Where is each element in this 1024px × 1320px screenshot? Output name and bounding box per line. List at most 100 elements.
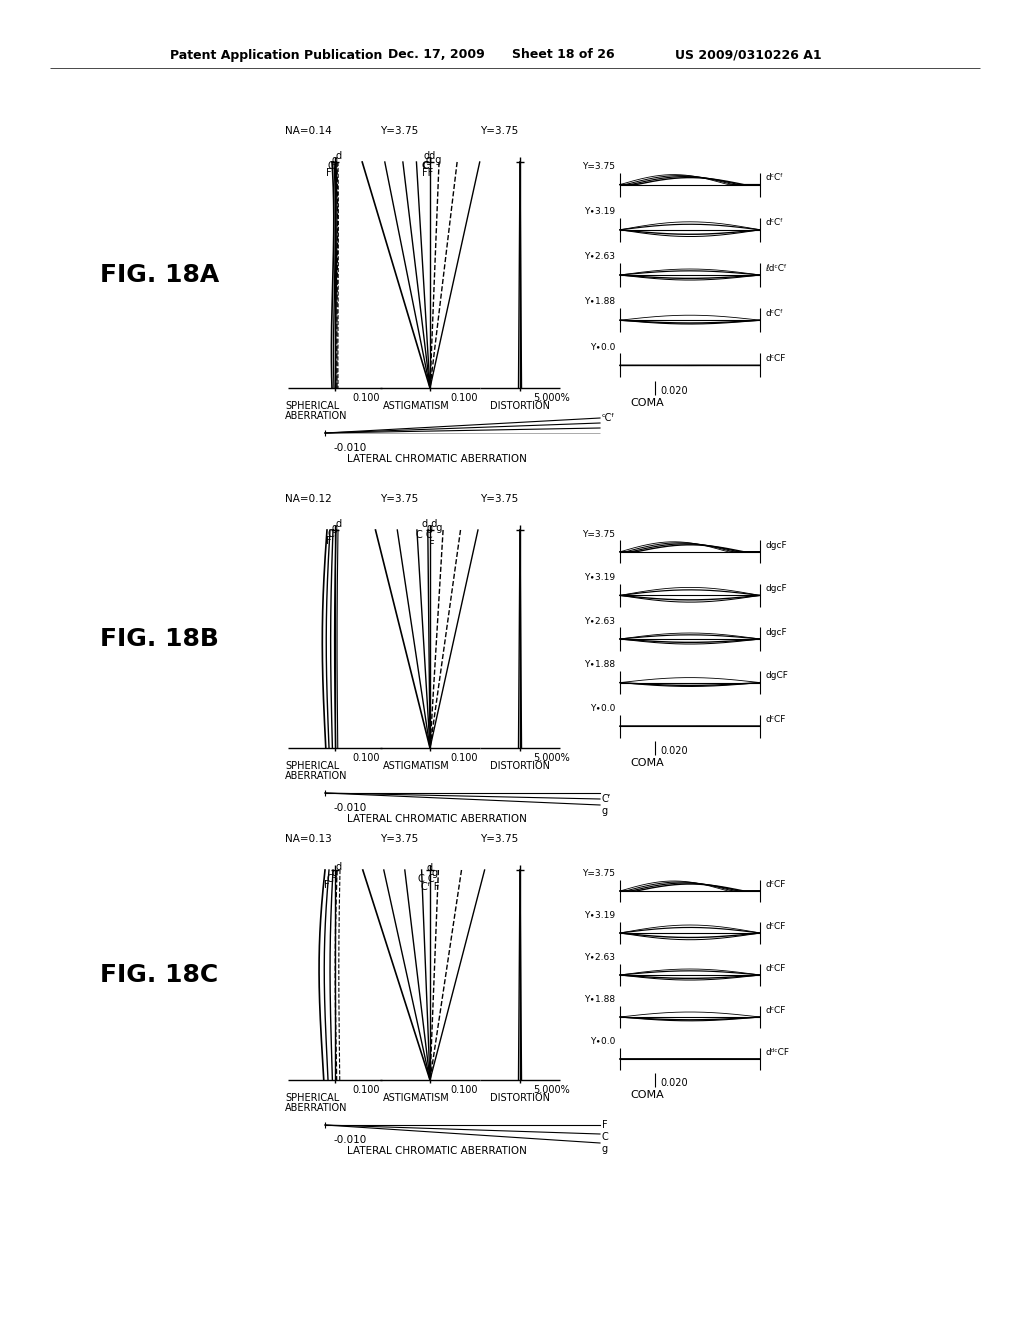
Text: g: g bbox=[332, 869, 338, 878]
Text: DISTORTION: DISTORTION bbox=[490, 401, 550, 411]
Text: dᵈᶜCF: dᵈᶜCF bbox=[765, 1048, 790, 1057]
Text: Y∙1.88: Y∙1.88 bbox=[584, 297, 615, 306]
Text: ABERRATION: ABERRATION bbox=[285, 771, 347, 781]
Text: SPHERICAL: SPHERICAL bbox=[285, 762, 339, 771]
Text: dgcF: dgcF bbox=[765, 541, 786, 549]
Text: F: F bbox=[429, 540, 435, 550]
Text: C: C bbox=[328, 161, 335, 172]
Text: FIG. 18A: FIG. 18A bbox=[100, 263, 219, 286]
Text: dᶜCF: dᶜCF bbox=[765, 923, 785, 931]
Text: Sheet 18 of 26: Sheet 18 of 26 bbox=[512, 49, 614, 62]
Text: g: g bbox=[332, 154, 338, 165]
Text: dᶜCF: dᶜCF bbox=[765, 964, 785, 973]
Text: g: g bbox=[432, 869, 438, 878]
Text: Y∙0.0: Y∙0.0 bbox=[590, 704, 615, 713]
Text: Y∙3.19: Y∙3.19 bbox=[584, 911, 615, 920]
Text: ABERRATION: ABERRATION bbox=[285, 1104, 347, 1113]
Text: 0.100: 0.100 bbox=[451, 393, 478, 403]
Text: COMA: COMA bbox=[630, 758, 664, 768]
Text: Y∙1.88: Y∙1.88 bbox=[584, 995, 615, 1005]
Text: 5.000%: 5.000% bbox=[534, 752, 570, 763]
Text: ASTIGMATISM: ASTIGMATISM bbox=[383, 401, 450, 411]
Text: d: d bbox=[427, 863, 433, 873]
Text: d: d bbox=[336, 519, 342, 529]
Text: g: g bbox=[602, 807, 608, 816]
Text: dᶜCᶠ: dᶜCᶠ bbox=[765, 309, 783, 318]
Text: NA=0.14: NA=0.14 bbox=[285, 125, 332, 136]
Text: COMA: COMA bbox=[630, 1090, 664, 1101]
Text: d: d bbox=[336, 862, 342, 873]
Text: C: C bbox=[421, 161, 429, 172]
Text: Y=3.75: Y=3.75 bbox=[380, 834, 418, 843]
Text: d: d bbox=[336, 150, 342, 161]
Text: Dec. 17, 2009: Dec. 17, 2009 bbox=[388, 49, 484, 62]
Text: Patent Application Publication: Patent Application Publication bbox=[170, 49, 382, 62]
Text: FIG. 18C: FIG. 18C bbox=[100, 964, 218, 987]
Text: dgCF: dgCF bbox=[765, 672, 787, 681]
Text: Y=3.75: Y=3.75 bbox=[480, 125, 518, 136]
Text: 0.100: 0.100 bbox=[451, 752, 478, 763]
Text: SPHERICAL: SPHERICAL bbox=[285, 1093, 339, 1104]
Text: dgcF: dgcF bbox=[765, 628, 786, 636]
Text: F: F bbox=[327, 168, 332, 178]
Text: DISTORTION: DISTORTION bbox=[490, 762, 550, 771]
Text: Y∙0.0: Y∙0.0 bbox=[590, 1038, 615, 1047]
Text: Y=3.75: Y=3.75 bbox=[582, 162, 615, 170]
Text: 0.100: 0.100 bbox=[352, 393, 380, 403]
Text: Y=3.75: Y=3.75 bbox=[480, 494, 518, 504]
Text: ABERRATION: ABERRATION bbox=[285, 411, 347, 421]
Text: 0.020: 0.020 bbox=[660, 746, 688, 756]
Text: Y∙0.0: Y∙0.0 bbox=[590, 343, 615, 351]
Text: C C: C C bbox=[416, 531, 432, 540]
Text: dᶜCF: dᶜCF bbox=[765, 1006, 785, 1015]
Text: Cᶠ: Cᶠ bbox=[602, 795, 611, 804]
Text: -0.010: -0.010 bbox=[333, 1135, 367, 1144]
Text: COMA: COMA bbox=[630, 397, 664, 408]
Text: Y∙2.63: Y∙2.63 bbox=[584, 616, 615, 626]
Text: dᶜCᶠ: dᶜCᶠ bbox=[765, 218, 783, 227]
Text: 5.000%: 5.000% bbox=[534, 1085, 570, 1096]
Text: C C: C C bbox=[418, 874, 434, 884]
Text: dᶜCF: dᶜCF bbox=[765, 880, 785, 890]
Text: FIG. 18B: FIG. 18B bbox=[100, 627, 219, 651]
Text: Y=3.75: Y=3.75 bbox=[380, 494, 418, 504]
Text: LATERAL CHROMATIC ABERRATION: LATERAL CHROMATIC ABERRATION bbox=[347, 1146, 527, 1156]
Text: dᶜCF: dᶜCF bbox=[765, 715, 785, 725]
Text: 0.100: 0.100 bbox=[352, 752, 380, 763]
Text: ASTIGMATISM: ASTIGMATISM bbox=[383, 1093, 450, 1104]
Text: g: g bbox=[602, 1144, 608, 1154]
Text: Y∙2.63: Y∙2.63 bbox=[584, 252, 615, 261]
Text: Y=3.75: Y=3.75 bbox=[582, 529, 615, 539]
Text: dᶜCF: dᶜCF bbox=[765, 354, 785, 363]
Text: LATERAL CHROMATIC ABERRATION: LATERAL CHROMATIC ABERRATION bbox=[347, 814, 527, 824]
Text: -0.010: -0.010 bbox=[333, 803, 367, 813]
Text: C: C bbox=[328, 529, 335, 539]
Text: 0.020: 0.020 bbox=[660, 1078, 688, 1089]
Text: g g: g g bbox=[426, 154, 441, 165]
Text: NA=0.13: NA=0.13 bbox=[285, 834, 332, 843]
Text: d d: d d bbox=[422, 519, 437, 529]
Text: g g: g g bbox=[427, 523, 442, 533]
Text: US 2009/0310226 A1: US 2009/0310226 A1 bbox=[675, 49, 821, 62]
Text: Cᶠ F: Cᶠ F bbox=[421, 882, 439, 892]
Text: F: F bbox=[602, 1119, 607, 1130]
Text: ᶜCᶠ: ᶜCᶠ bbox=[602, 413, 615, 422]
Text: Y∙1.88: Y∙1.88 bbox=[584, 660, 615, 669]
Text: FF: FF bbox=[422, 168, 433, 178]
Text: ASTIGMATISM: ASTIGMATISM bbox=[383, 762, 450, 771]
Text: Y∙3.19: Y∙3.19 bbox=[584, 573, 615, 582]
Text: -0.010: -0.010 bbox=[333, 444, 367, 453]
Text: 0.100: 0.100 bbox=[451, 1085, 478, 1096]
Text: F: F bbox=[325, 880, 330, 890]
Text: ℓdᶜCᶠ: ℓdᶜCᶠ bbox=[765, 264, 786, 273]
Text: Y=3.75: Y=3.75 bbox=[480, 834, 518, 843]
Text: SPHERICAL: SPHERICAL bbox=[285, 401, 339, 411]
Text: F: F bbox=[327, 536, 332, 546]
Text: dᶜCᶠ: dᶜCᶠ bbox=[765, 173, 783, 182]
Text: C: C bbox=[327, 874, 334, 884]
Text: g: g bbox=[332, 523, 338, 533]
Text: NA=0.12: NA=0.12 bbox=[285, 494, 332, 504]
Text: Y=3.75: Y=3.75 bbox=[380, 125, 418, 136]
Text: dd: dd bbox=[424, 150, 436, 161]
Text: C: C bbox=[602, 1133, 608, 1142]
